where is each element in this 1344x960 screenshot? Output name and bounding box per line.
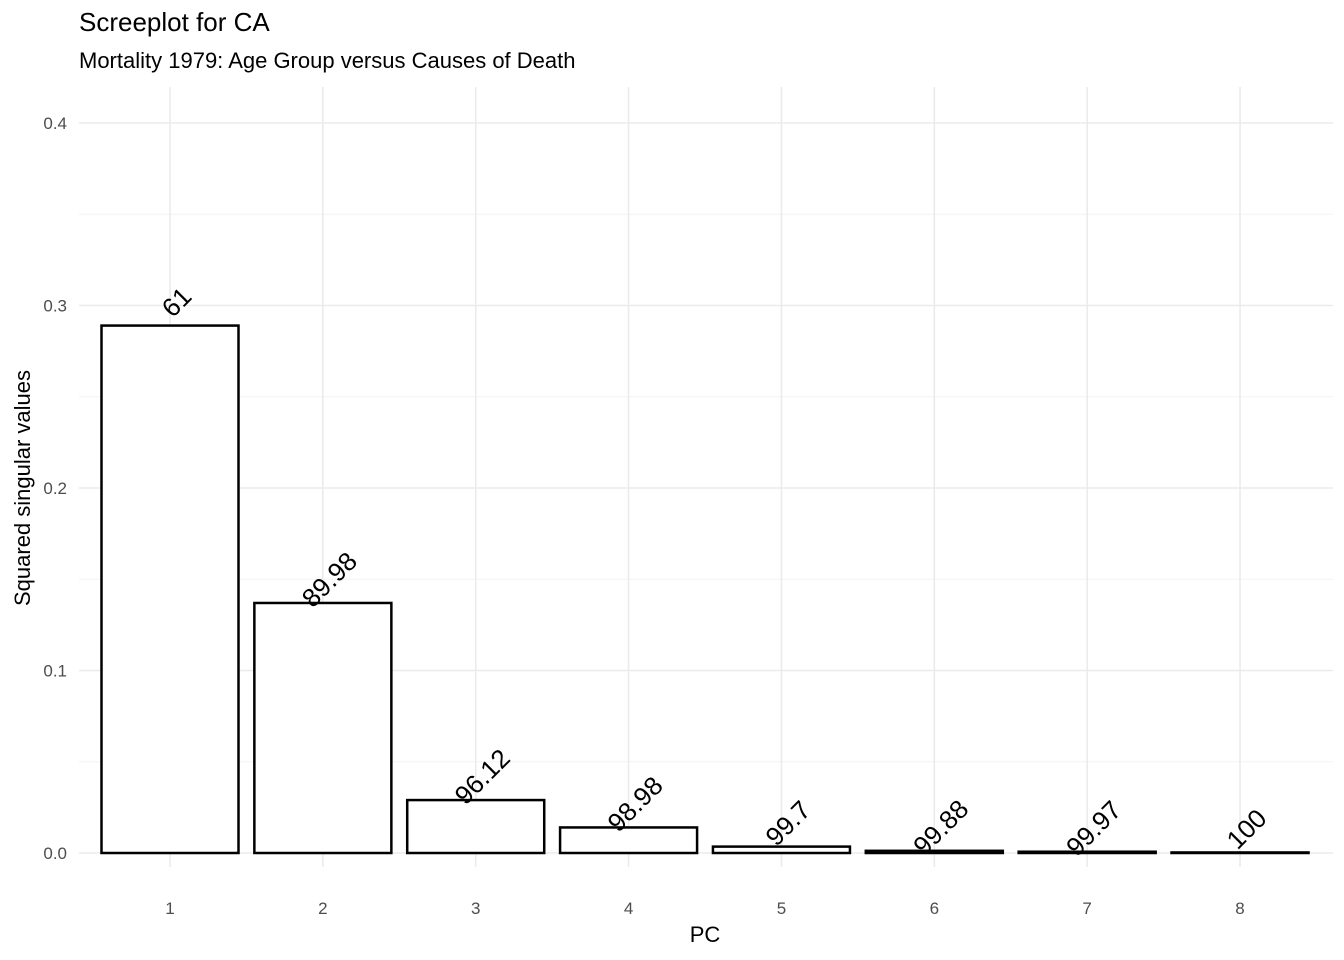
x-tick-label: 4 bbox=[624, 899, 633, 918]
data-label-pc-1: 61 bbox=[156, 281, 198, 323]
x-tick-label: 2 bbox=[318, 899, 327, 918]
bar-pc-8 bbox=[1170, 851, 1310, 855]
chart-title: Screeplot for CA bbox=[79, 7, 270, 37]
x-tick-label: 8 bbox=[1235, 899, 1244, 918]
chart-subtitle: Mortality 1979: Age Group versus Causes … bbox=[79, 48, 576, 73]
x-tick-label: 5 bbox=[777, 899, 786, 918]
bar-pc-1 bbox=[100, 324, 240, 855]
y-tick-label: 0.1 bbox=[43, 662, 67, 681]
bars bbox=[100, 324, 1310, 855]
y-tick-label: 0.0 bbox=[43, 844, 67, 863]
bar-pc-2 bbox=[253, 601, 393, 855]
y-tick-label: 0.2 bbox=[43, 479, 67, 498]
x-tick-label: 3 bbox=[471, 899, 480, 918]
x-axis-title: PC bbox=[690, 922, 721, 947]
y-tick-label: 0.3 bbox=[43, 297, 67, 316]
x-tick-label: 1 bbox=[165, 899, 174, 918]
data-label-pc-8: 100 bbox=[1221, 803, 1273, 855]
y-axis-title: Squared singular values bbox=[10, 370, 35, 606]
bar-pc-5 bbox=[711, 845, 852, 855]
tick-labels: 0.0 0.1 0.2 0.3 0.4 1 2 3 4 5 6 7 8 bbox=[43, 114, 1244, 918]
bar-pc-7 bbox=[1017, 850, 1157, 855]
y-tick-label: 0.4 bbox=[43, 114, 67, 133]
bar-pc-6 bbox=[864, 849, 1005, 855]
x-tick-label: 7 bbox=[1082, 899, 1091, 918]
bar-pc-3 bbox=[405, 798, 546, 855]
x-tick-label: 6 bbox=[930, 899, 939, 918]
bar-pc-4 bbox=[558, 826, 699, 855]
data-label-pc-5: 99.7 bbox=[759, 795, 816, 852]
